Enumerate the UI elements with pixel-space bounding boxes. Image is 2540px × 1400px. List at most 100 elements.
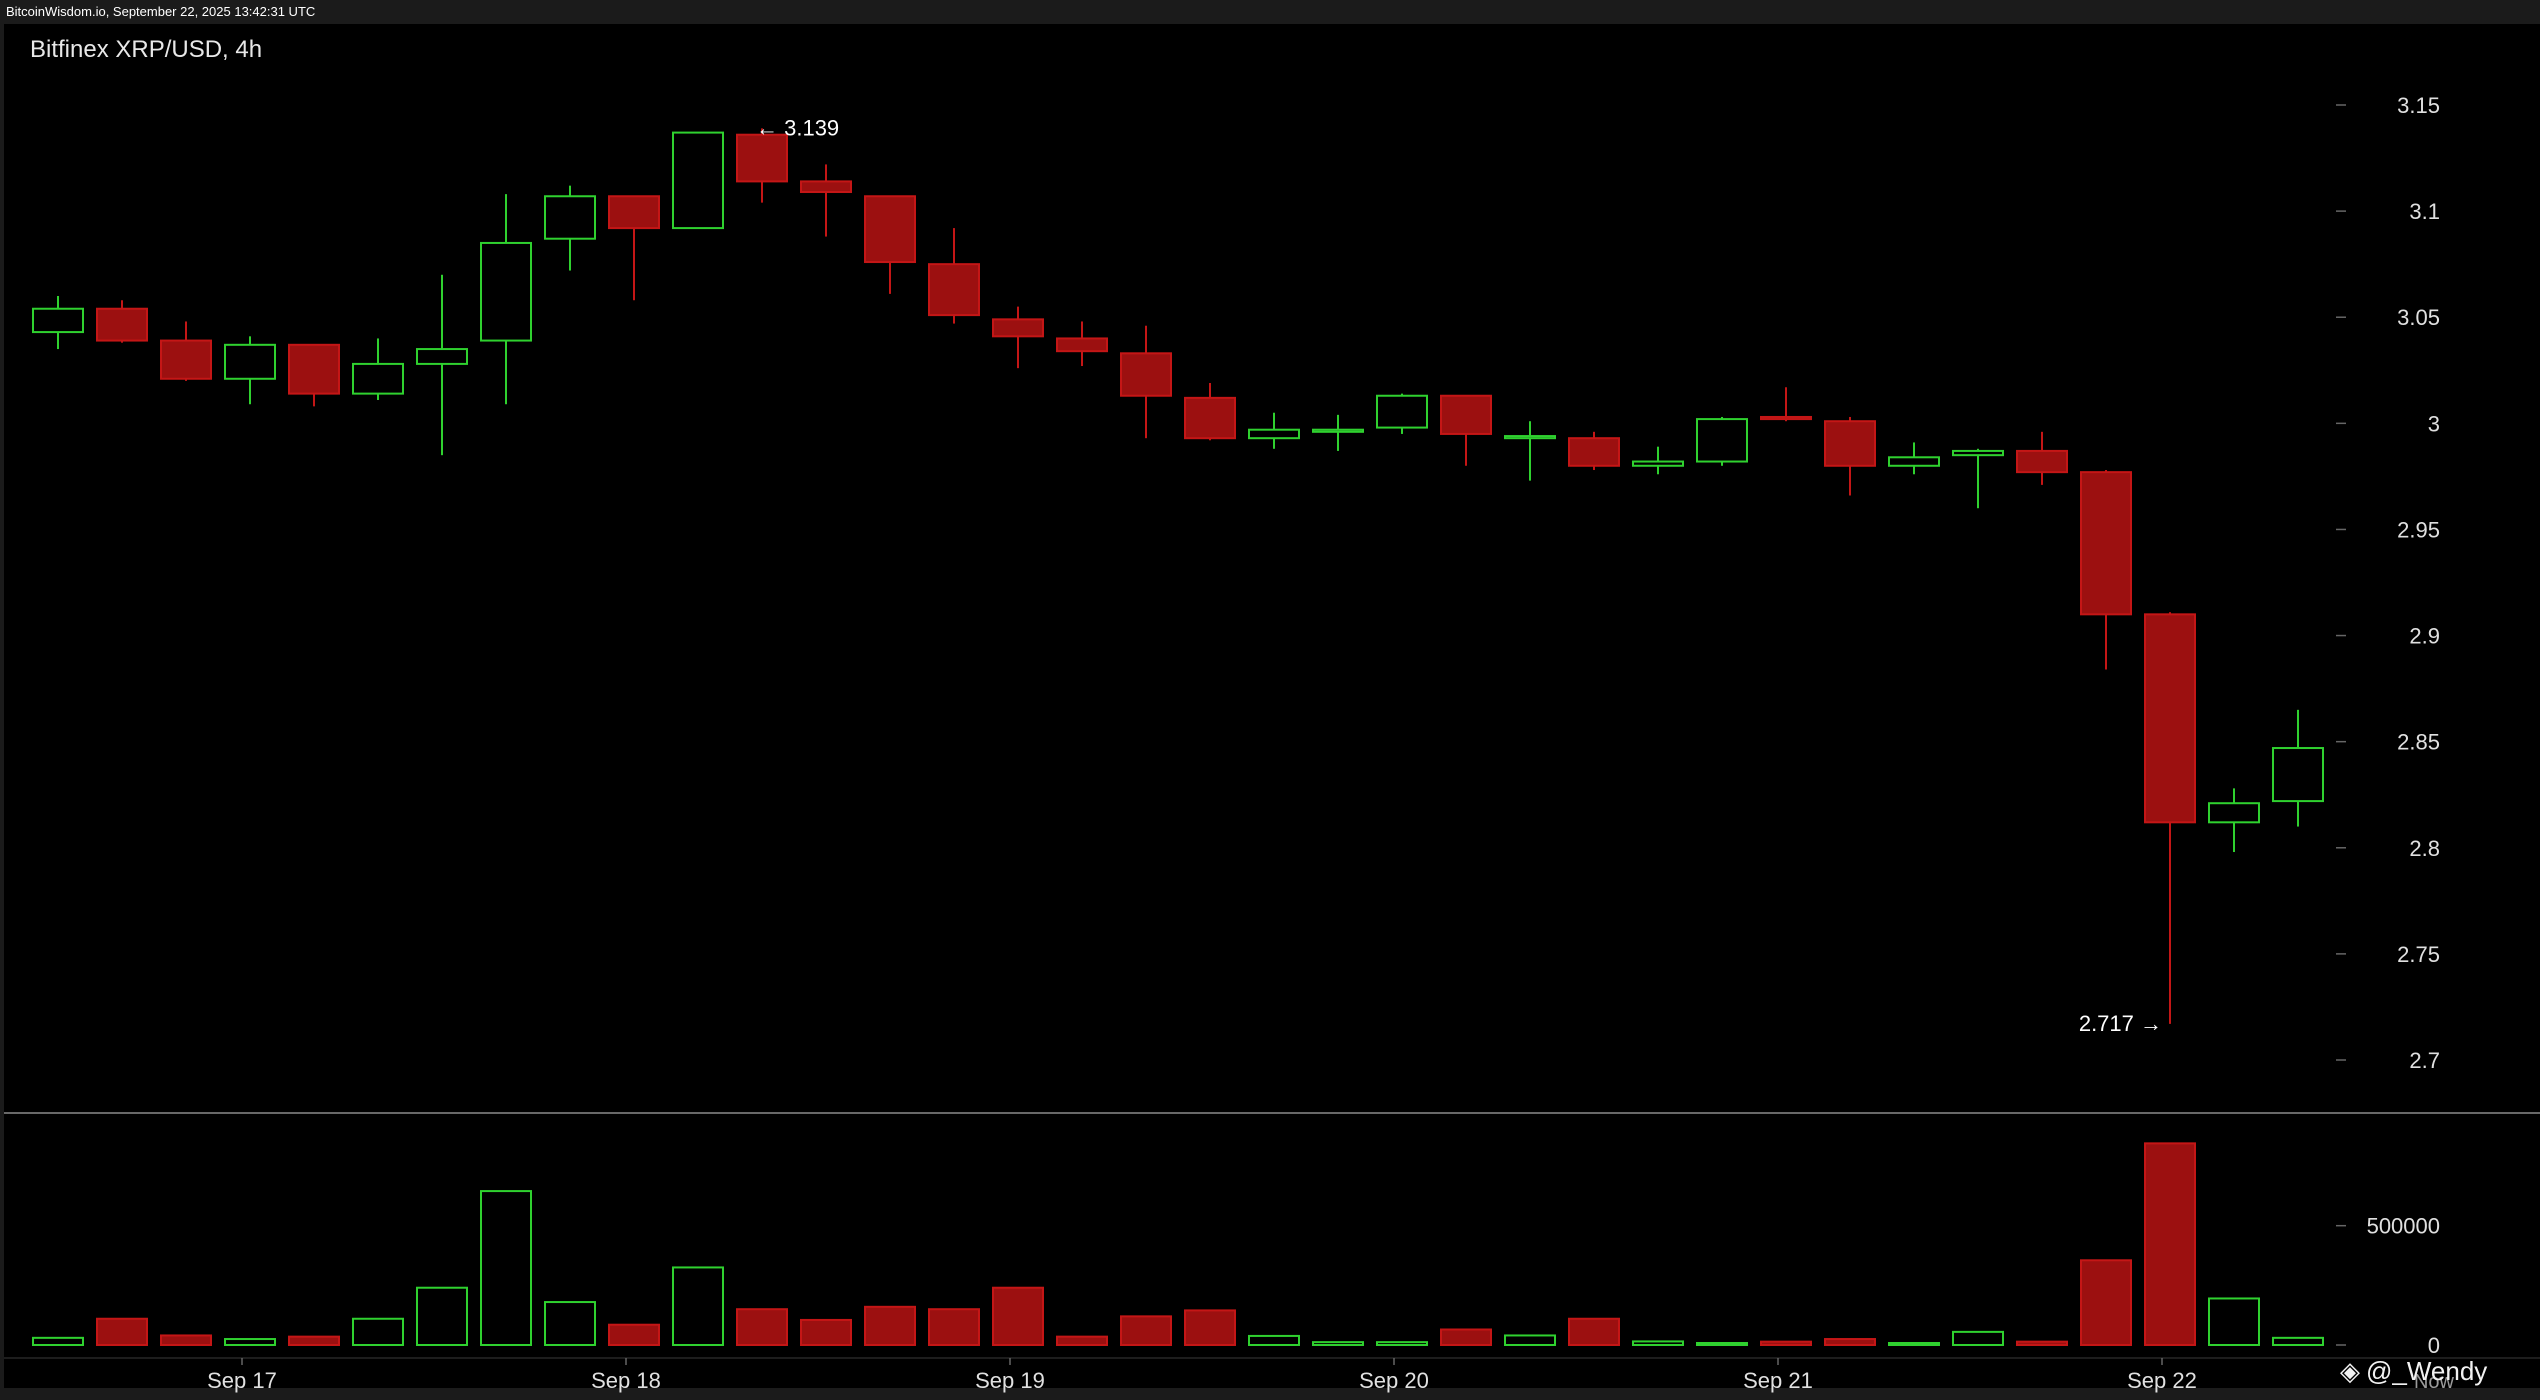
candle-body — [1376, 394, 1428, 429]
candle — [1312, 414, 1364, 451]
volume-bar — [2208, 1297, 2260, 1347]
volume-tick-label: 500000 — [2367, 1214, 2440, 1239]
candle-body — [2016, 449, 2068, 474]
price-axis: 2.7 2.75 2.8 2.85 2.9 2.95 3 3.05 3.1 3.15 — [2336, 93, 2440, 1073]
volume-bar — [544, 1301, 596, 1346]
plot-background — [4, 24, 2540, 1388]
watermark-text: @_Wendy — [2366, 1356, 2488, 1386]
candle — [160, 321, 212, 381]
candle-body — [288, 343, 340, 395]
candle — [992, 306, 1044, 369]
volume-bar — [1120, 1315, 1172, 1347]
candle — [352, 338, 404, 400]
volume-bar — [1440, 1328, 1492, 1347]
candle-body — [1696, 418, 1748, 463]
volume-bar — [992, 1286, 1044, 1347]
volume-bar — [480, 1190, 532, 1347]
candle-body — [992, 318, 1044, 338]
candle-body — [800, 180, 852, 194]
candle-body — [480, 241, 532, 342]
candle-body — [672, 131, 724, 230]
candle-body — [2080, 471, 2132, 616]
candle-body — [1056, 337, 1108, 353]
candle — [1056, 321, 1108, 367]
candle — [2272, 709, 2324, 827]
volume-bar — [224, 1338, 276, 1346]
candle — [544, 185, 596, 271]
candle — [928, 228, 980, 324]
volume-bar — [352, 1317, 404, 1346]
candle — [1504, 421, 1556, 481]
candle — [1440, 394, 1492, 466]
volume-bar — [1056, 1335, 1108, 1346]
candle-body — [1248, 428, 1300, 440]
volume-bar — [96, 1317, 148, 1346]
volume-bar — [1632, 1340, 1684, 1346]
candle-body — [1632, 460, 1684, 467]
volume-bars — [32, 1142, 2324, 1347]
candle — [32, 296, 84, 350]
candle — [1888, 442, 1940, 475]
volume-tick-label: 0 — [2428, 1333, 2440, 1358]
candle-body — [1568, 437, 1620, 467]
price-tick-label: 3 — [2428, 411, 2440, 436]
candle — [1184, 383, 1236, 441]
watermark: ◈ @_Wendy — [2340, 1356, 2487, 1387]
candle — [800, 164, 852, 237]
price-tick-label: 2.75 — [2397, 942, 2440, 967]
candle — [1824, 416, 1876, 496]
candle-body — [1120, 352, 1172, 397]
candle — [2144, 612, 2196, 1024]
volume-bar — [32, 1336, 84, 1347]
candle — [864, 195, 916, 294]
candle-body — [160, 339, 212, 380]
candle-body — [1312, 428, 1364, 433]
price-tick-label: 2.95 — [2397, 517, 2440, 542]
candle — [1568, 431, 1620, 471]
volume-bar — [1824, 1338, 1876, 1346]
volume-bar — [1312, 1341, 1364, 1346]
volume-bar — [864, 1305, 916, 1347]
volume-bar — [160, 1334, 212, 1347]
volume-bar — [288, 1335, 340, 1346]
candle-body — [32, 307, 84, 334]
time-tick-label: Sep 22 — [2127, 1368, 2197, 1393]
time-tick-label: Sep 19 — [975, 1368, 1045, 1393]
volume-bar — [1696, 1342, 1748, 1346]
candle-body — [1760, 415, 1812, 421]
price-tick-label: 3.1 — [2409, 199, 2440, 224]
candle-body — [1888, 456, 1940, 467]
price-tick-label: 2.7 — [2409, 1048, 2440, 1073]
candle — [224, 336, 276, 405]
candle-body — [1440, 394, 1492, 435]
candle — [2016, 431, 2068, 485]
candle — [288, 343, 340, 407]
volume-bar — [736, 1308, 788, 1347]
volume-bar — [1184, 1309, 1236, 1346]
price-tick-label: 2.9 — [2409, 624, 2440, 649]
candle — [1632, 446, 1684, 475]
candle-body — [352, 362, 404, 395]
low-price-label: 2.717 → — [2079, 1011, 2162, 1036]
volume-axis: 0 500000 — [2336, 1214, 2440, 1358]
volume-bar — [672, 1266, 724, 1347]
candle-body — [1824, 420, 1876, 467]
candle — [1952, 448, 2004, 509]
candle-body — [2272, 747, 2324, 803]
candle — [1696, 416, 1748, 466]
volume-bar — [928, 1308, 980, 1347]
time-tick-label: Sep 20 — [1359, 1368, 1429, 1393]
candle — [1376, 393, 1428, 434]
binance-square-icon: ◈ — [2340, 1356, 2360, 1386]
volume-bar — [2272, 1336, 2324, 1347]
candle-body — [416, 348, 468, 365]
volume-bar — [1504, 1334, 1556, 1347]
time-tick-label: Sep 17 — [207, 1368, 277, 1393]
candle-body — [2144, 613, 2196, 824]
volume-bar — [2080, 1259, 2132, 1346]
high-price-label: ← 3.139 — [756, 115, 839, 140]
candle — [96, 300, 148, 343]
candle — [2080, 470, 2132, 670]
timestamp-header: BitcoinWisdom.io, September 22, 2025 13:… — [6, 4, 316, 19]
candle-body — [1504, 435, 1556, 440]
